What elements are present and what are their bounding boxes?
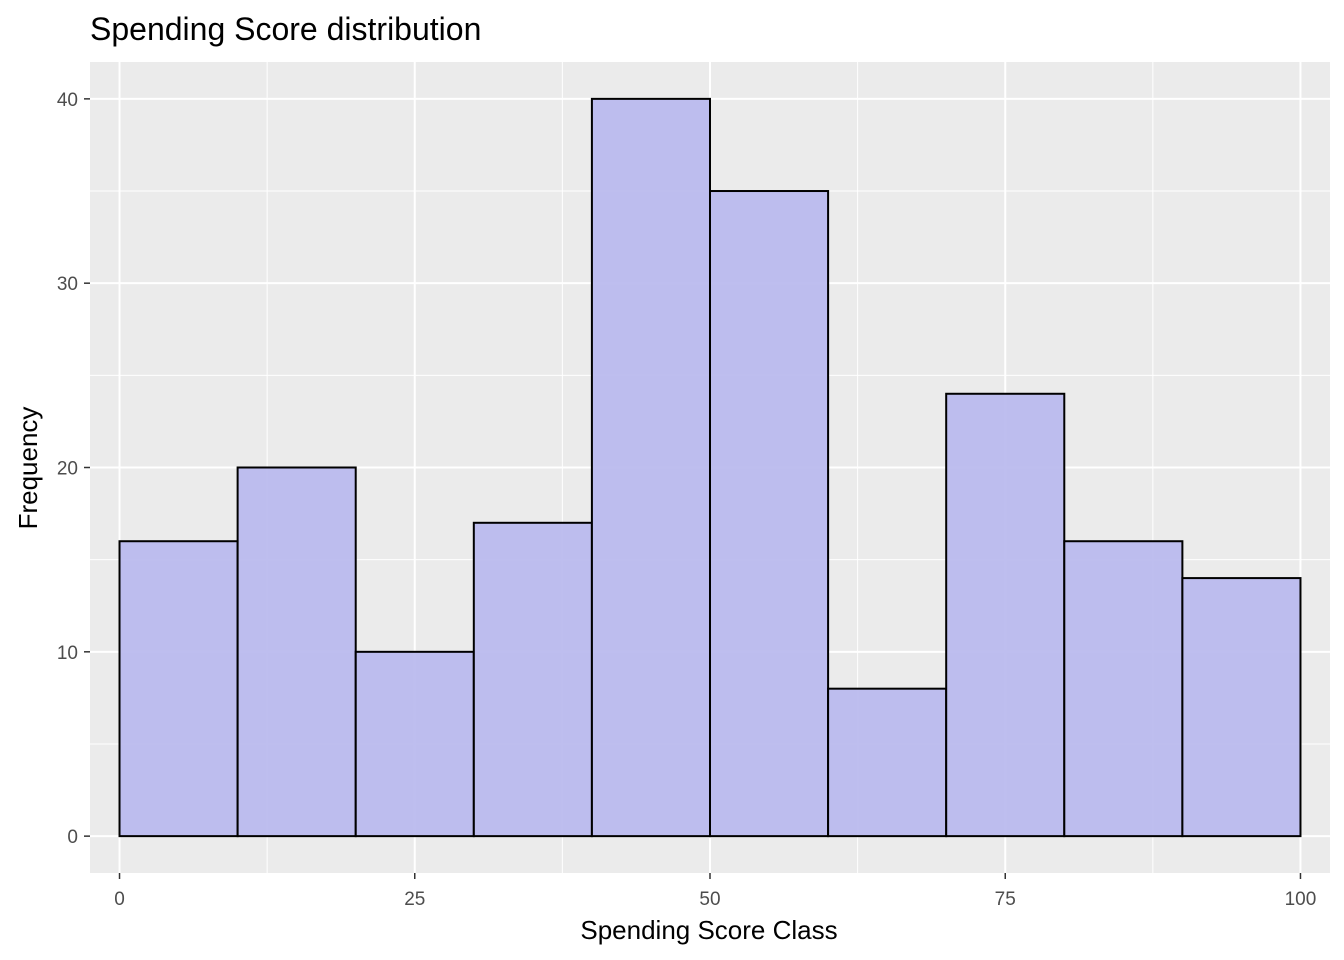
histogram-bars — [118, 97, 1302, 838]
x-tick-label: 75 — [995, 889, 1016, 910]
histogram-bar — [1181, 577, 1302, 838]
y-tick-label: 20 — [57, 459, 78, 480]
x-tick-label: 50 — [699, 889, 720, 910]
histogram-bar — [472, 521, 593, 838]
histogram-bar — [354, 650, 475, 838]
x-tick-label: 100 — [1285, 889, 1317, 910]
histogram-bar — [1063, 540, 1184, 838]
x-tick-label: 25 — [404, 889, 425, 910]
chart-title: Spending Score distribution — [90, 11, 481, 47]
y-tick-label: 30 — [57, 274, 78, 295]
x-axis: 0 25 50 75 100 — [114, 873, 1316, 910]
histogram-bar — [236, 466, 357, 838]
y-axis-title: Frequency — [13, 407, 43, 530]
histogram-bar — [827, 687, 948, 838]
y-tick-label: 40 — [57, 90, 78, 111]
x-tick-label: 0 — [114, 889, 125, 910]
histogram-bar — [945, 392, 1066, 838]
y-axis: 0 10 20 30 40 — [57, 90, 90, 848]
histogram-bar — [590, 97, 712, 838]
x-axis-title: Spending Score Class — [580, 915, 837, 945]
histogram-bar — [709, 190, 830, 838]
y-tick-label: 10 — [57, 643, 78, 664]
histogram-bar — [118, 540, 239, 838]
y-tick-label: 0 — [67, 827, 78, 848]
